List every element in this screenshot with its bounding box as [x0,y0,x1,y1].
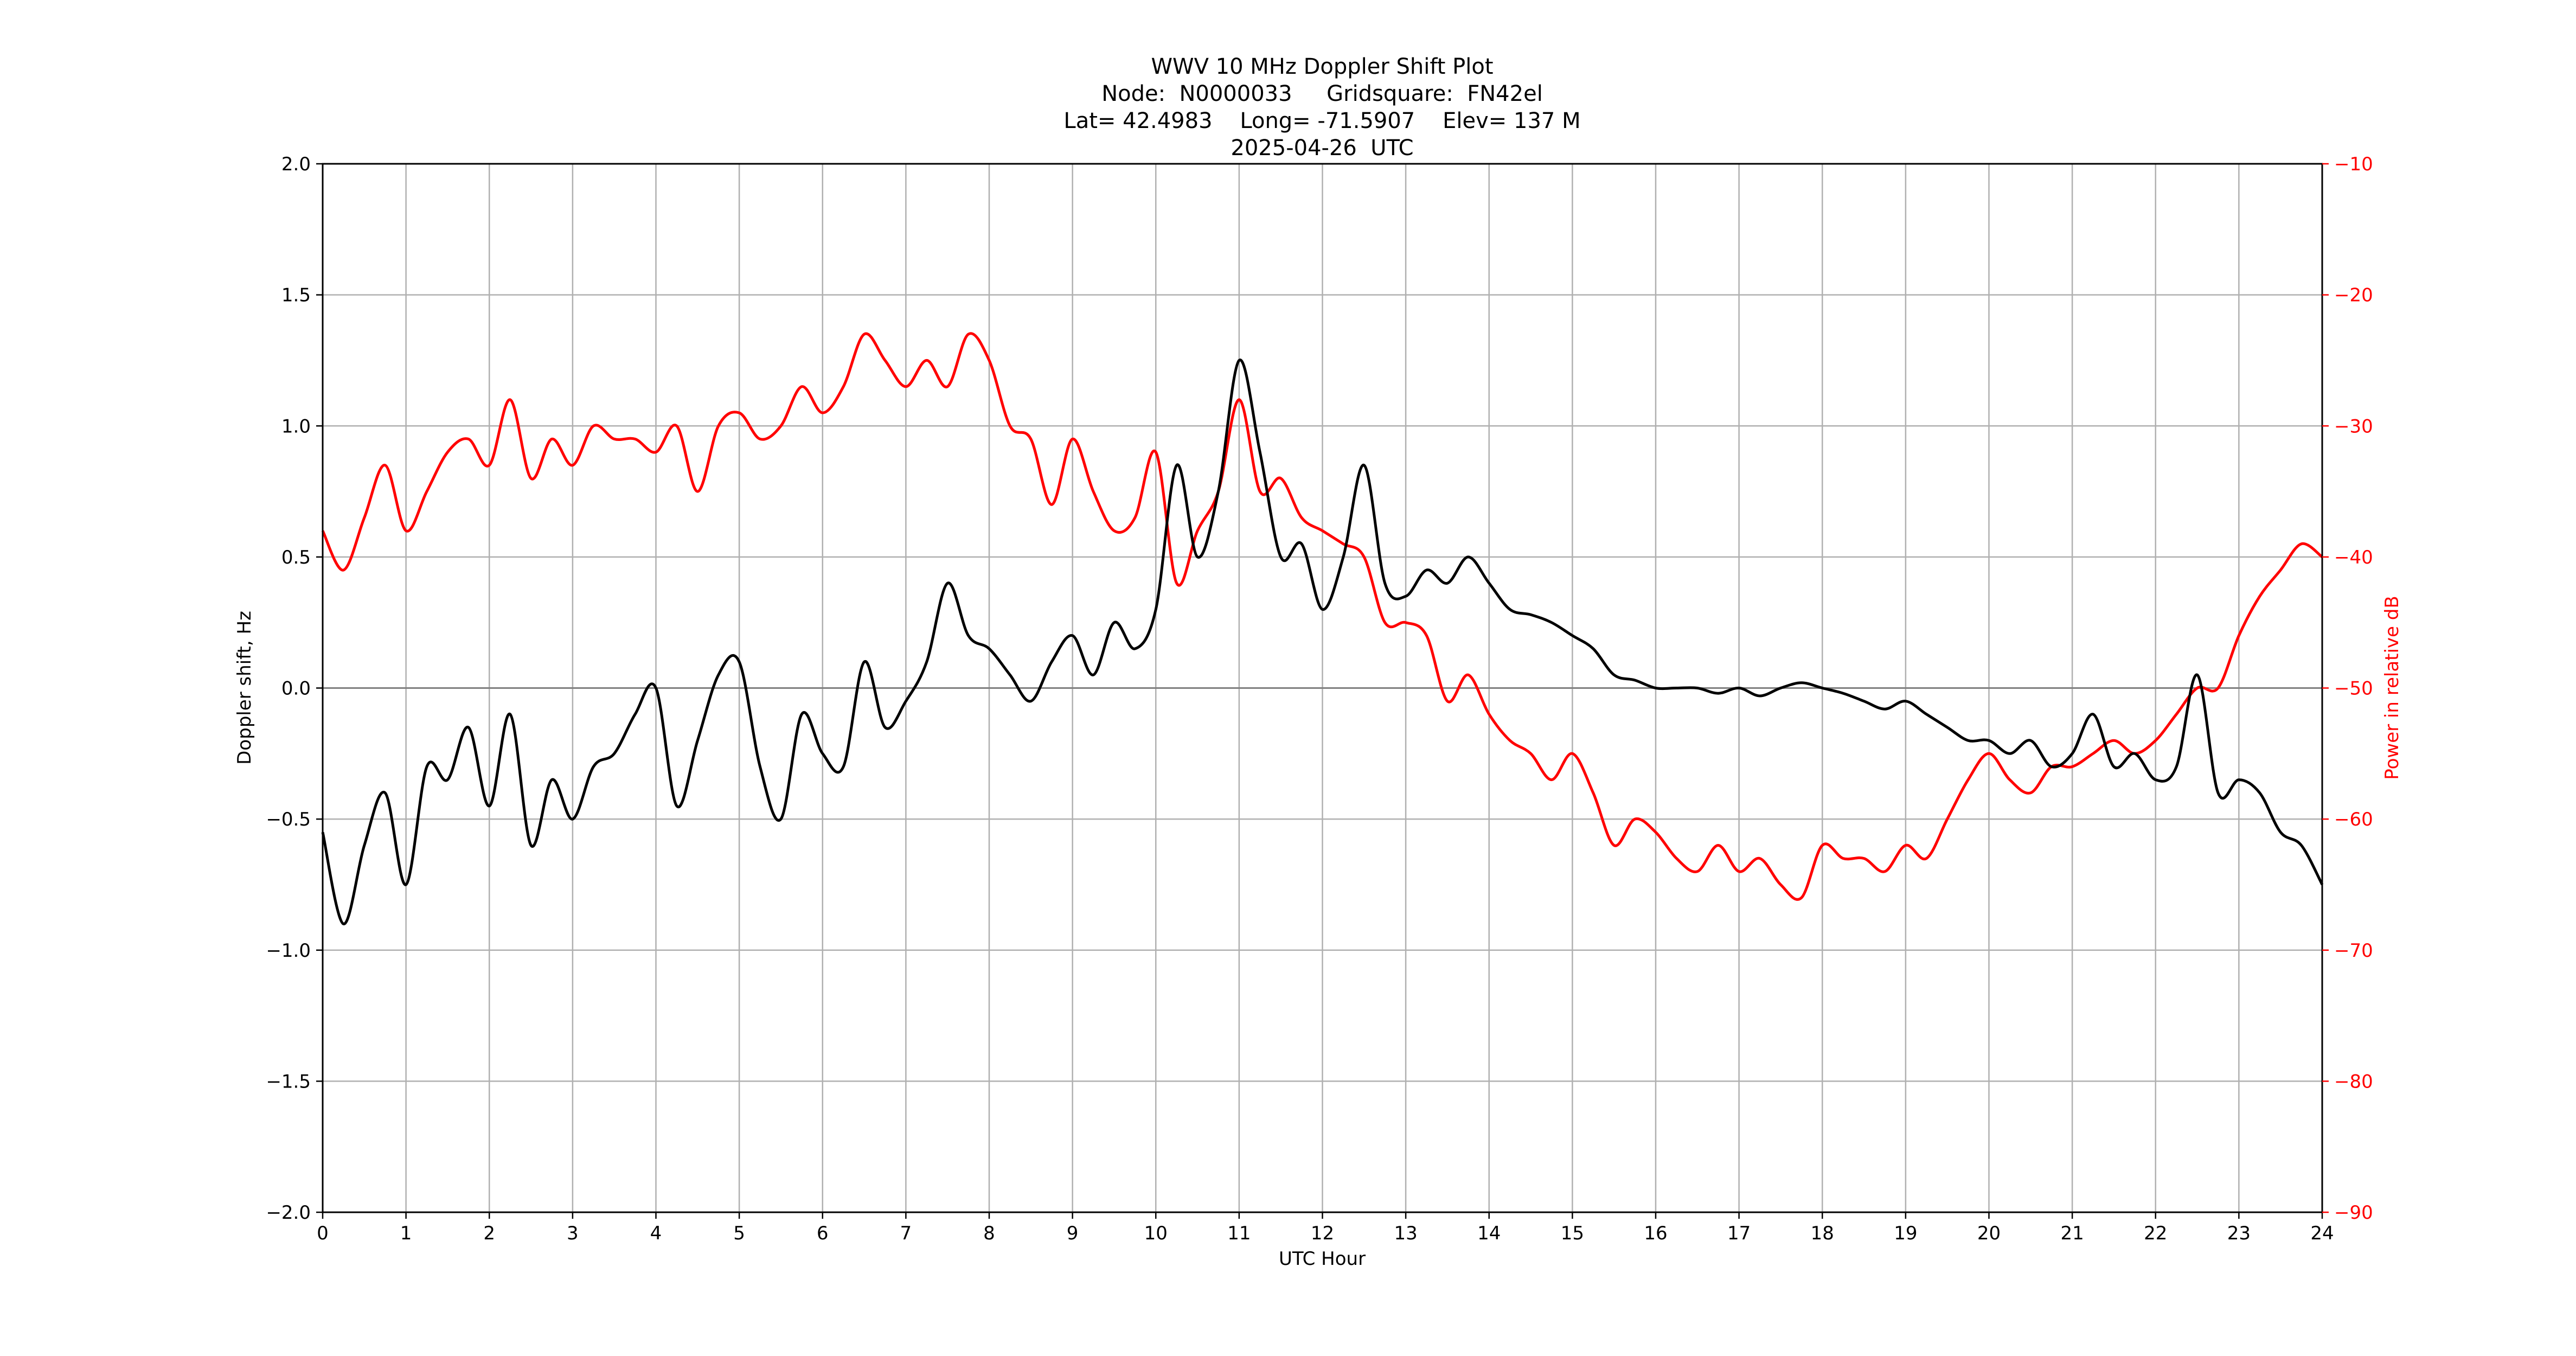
title-line-3: Lat= 42.4983 Long= -71.5907 Elev= 137 M [1063,108,1580,133]
right-y-tick-label: −10 [2334,153,2373,175]
power-line [321,332,2323,901]
x-tick-label: 6 [817,1223,829,1244]
left-y-tick-label: −2.0 [266,1202,311,1224]
x-tick-label: 0 [317,1223,329,1244]
chart-title: WWV 10 MHz Doppler Shift Plot Node: N000… [1063,54,1580,161]
x-tick-label: 7 [900,1223,912,1244]
x-tick-label: 23 [2227,1223,2251,1244]
right-y-axis-ticks: −10 −20 −30 −40 −50 −60 −70 −80 −90 [2322,153,2373,1224]
left-y-tick-label: 1.5 [281,285,311,306]
right-y-tick-label: −20 [2334,285,2373,306]
right-y-tick-label: −90 [2334,1202,2373,1224]
right-y-tick-label: −70 [2334,940,2373,962]
left-y-axis-ticks: 2.0 1.5 1.0 0.5 0.0 −0.5 −1.0 −1.5 −2.0 [266,153,323,1224]
title-line-1: WWV 10 MHz Doppler Shift Plot [1151,54,1493,79]
left-y-tick-label: −1.5 [266,1071,311,1092]
right-y-tick-label: −60 [2334,809,2373,830]
x-tick-label: 14 [1477,1223,1501,1244]
left-y-tick-label: 1.0 [281,415,311,437]
series-layer [321,332,2324,925]
doppler-shift-line [321,359,2324,925]
x-tick-label: 5 [733,1223,745,1244]
x-tick-label: 8 [983,1223,995,1244]
left-y-tick-label: 0.0 [281,678,311,700]
left-y-tick-label: −1.0 [266,940,311,962]
x-axis-ticks: 0 1 2 3 4 5 6 7 8 9 10 11 12 13 14 15 16 17 18 19 20 21 22 23 24 [317,1212,2334,1244]
x-tick-label: 15 [1561,1223,1584,1244]
right-y-tick-label: −80 [2334,1071,2373,1092]
x-tick-label: 24 [2310,1223,2334,1244]
x-tick-label: 4 [650,1223,662,1244]
x-tick-label: 1 [400,1223,412,1244]
right-y-axis-label: Power in relative dB [2381,596,2403,779]
x-tick-label: 17 [1727,1223,1751,1244]
x-tick-label: 13 [1394,1223,1417,1244]
x-tick-label: 19 [1894,1223,1917,1244]
x-tick-label: 21 [2060,1223,2084,1244]
x-tick-label: 2 [483,1223,495,1244]
x-tick-label: 20 [1977,1223,2001,1244]
x-tick-label: 10 [1144,1223,1168,1244]
left-y-tick-label: 0.5 [281,547,311,568]
x-tick-label: 18 [1811,1223,1834,1244]
right-y-tick-label: −50 [2334,678,2373,700]
x-axis-label: UTC Hour [1279,1248,1366,1270]
x-tick-label: 12 [1311,1223,1334,1244]
x-tick-label: 16 [1644,1223,1667,1244]
title-line-4: 2025-04-26 UTC [1231,136,1413,161]
right-y-tick-label: −30 [2334,415,2373,437]
x-tick-label: 9 [1067,1223,1079,1244]
right-y-tick-label: −40 [2334,547,2373,568]
x-tick-label: 11 [1227,1223,1251,1244]
left-y-axis-label: Doppler shift, Hz [234,611,255,765]
left-y-tick-label: −0.5 [266,809,311,830]
x-tick-label: 3 [567,1223,579,1244]
x-tick-label: 22 [2144,1223,2167,1244]
left-y-tick-label: 2.0 [281,153,311,175]
title-line-2: Node: N0000033 Gridsquare: FN42el [1101,81,1543,106]
